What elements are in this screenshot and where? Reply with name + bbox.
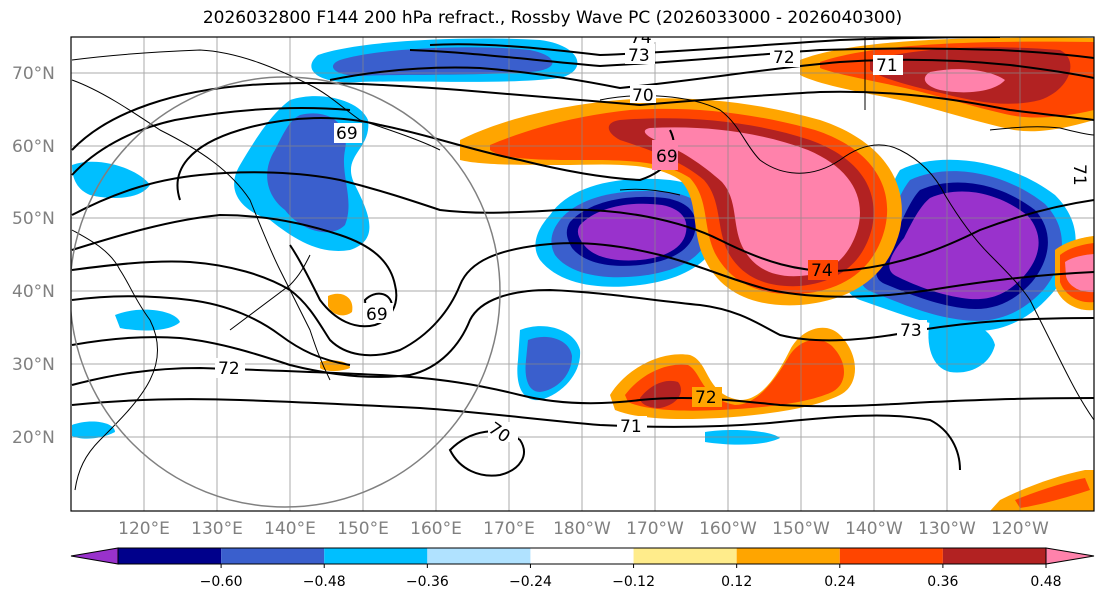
colorbar-tick-label: −0.12 bbox=[612, 574, 655, 590]
lat-axis: 70°N 60°N 50°N 40°N 30°N 20°N bbox=[12, 64, 55, 448]
lon-label: 170°W bbox=[626, 519, 684, 539]
contour-label: 69 bbox=[656, 147, 678, 167]
lon-label: 120°E bbox=[118, 519, 170, 539]
lon-axis: 120°E 130°E 140°E 150°E 160°E 170°E 180°… bbox=[118, 519, 1049, 539]
contour-label-group: 73 74 72 71 70 69 69 69 74 73 72 72 71 bbox=[215, 28, 1092, 447]
colorbar-segment bbox=[839, 548, 943, 564]
lon-label: 140°W bbox=[845, 519, 903, 539]
lat-label: 70°N bbox=[12, 64, 55, 84]
lon-label: 150°W bbox=[772, 519, 830, 539]
contour-label: 71 bbox=[620, 417, 642, 437]
contour-label: 73 bbox=[628, 46, 650, 66]
contour-label: 69 bbox=[336, 124, 358, 144]
lon-label: 160°E bbox=[410, 519, 462, 539]
colorbar-segment bbox=[427, 548, 531, 564]
lon-label: 120°W bbox=[991, 519, 1049, 539]
map-title: 2026032800 F144 200 hPa refract., Rossby… bbox=[202, 8, 903, 28]
colorbar-segment bbox=[221, 548, 325, 564]
colorbar-tick-label: 0.48 bbox=[1030, 574, 1061, 590]
lon-label: 130°E bbox=[191, 519, 243, 539]
colorbar-segment bbox=[324, 548, 428, 564]
region-circle bbox=[71, 76, 501, 508]
colorbar-segment bbox=[736, 548, 840, 564]
lat-label: 60°N bbox=[12, 137, 55, 157]
colorbar-segment bbox=[633, 548, 737, 564]
contour-label: 73 bbox=[900, 321, 922, 341]
lon-label: 140°E bbox=[264, 519, 316, 539]
contour-label: 72 bbox=[695, 388, 717, 408]
lon-label: 180°W bbox=[553, 519, 611, 539]
colorbar: −0.60 −0.48 −0.36 −0.24 −0.12 0.12 0.24 0.36 0.4… bbox=[70, 547, 1095, 590]
colorbar-tick-label: 0.24 bbox=[824, 574, 855, 590]
lon-label: 160°W bbox=[699, 519, 757, 539]
colorbar-tick-label: 0.12 bbox=[721, 574, 752, 590]
colorbar-extend-high bbox=[1045, 547, 1095, 565]
colorbar-segment bbox=[530, 548, 634, 564]
contour-label: 71 bbox=[876, 56, 898, 76]
lat-label: 30°N bbox=[12, 355, 55, 375]
colorbar-extend-low bbox=[70, 547, 119, 565]
lat-label: 40°N bbox=[12, 282, 55, 302]
lon-label: 150°E bbox=[337, 519, 389, 539]
colorbar-tick-label: −0.36 bbox=[406, 574, 449, 590]
contour-label: 71 bbox=[1069, 164, 1089, 186]
colorbar-segment bbox=[118, 548, 222, 564]
plot-frame bbox=[70, 36, 1095, 512]
contour-label: 74 bbox=[811, 261, 833, 281]
colorbar-segment bbox=[942, 548, 1046, 564]
colorbar-outline bbox=[117, 547, 1047, 565]
colorbar-tick-label: 0.36 bbox=[927, 574, 958, 590]
colorbar-tick-label: −0.60 bbox=[200, 574, 243, 590]
colorbar-tick-label: −0.48 bbox=[303, 574, 346, 590]
contour-label: 72 bbox=[773, 48, 795, 68]
contour-label: 74 bbox=[630, 28, 652, 48]
lon-label: 170°E bbox=[483, 519, 535, 539]
lat-label: 50°N bbox=[12, 209, 55, 229]
lat-label: 20°N bbox=[12, 428, 55, 448]
contour-label: 69 bbox=[366, 305, 388, 325]
colorbar-tick-label: −0.24 bbox=[509, 574, 552, 590]
lon-label: 130°W bbox=[918, 519, 976, 539]
contour-label: 70 bbox=[632, 86, 654, 106]
contour-label: 72 bbox=[218, 359, 240, 379]
